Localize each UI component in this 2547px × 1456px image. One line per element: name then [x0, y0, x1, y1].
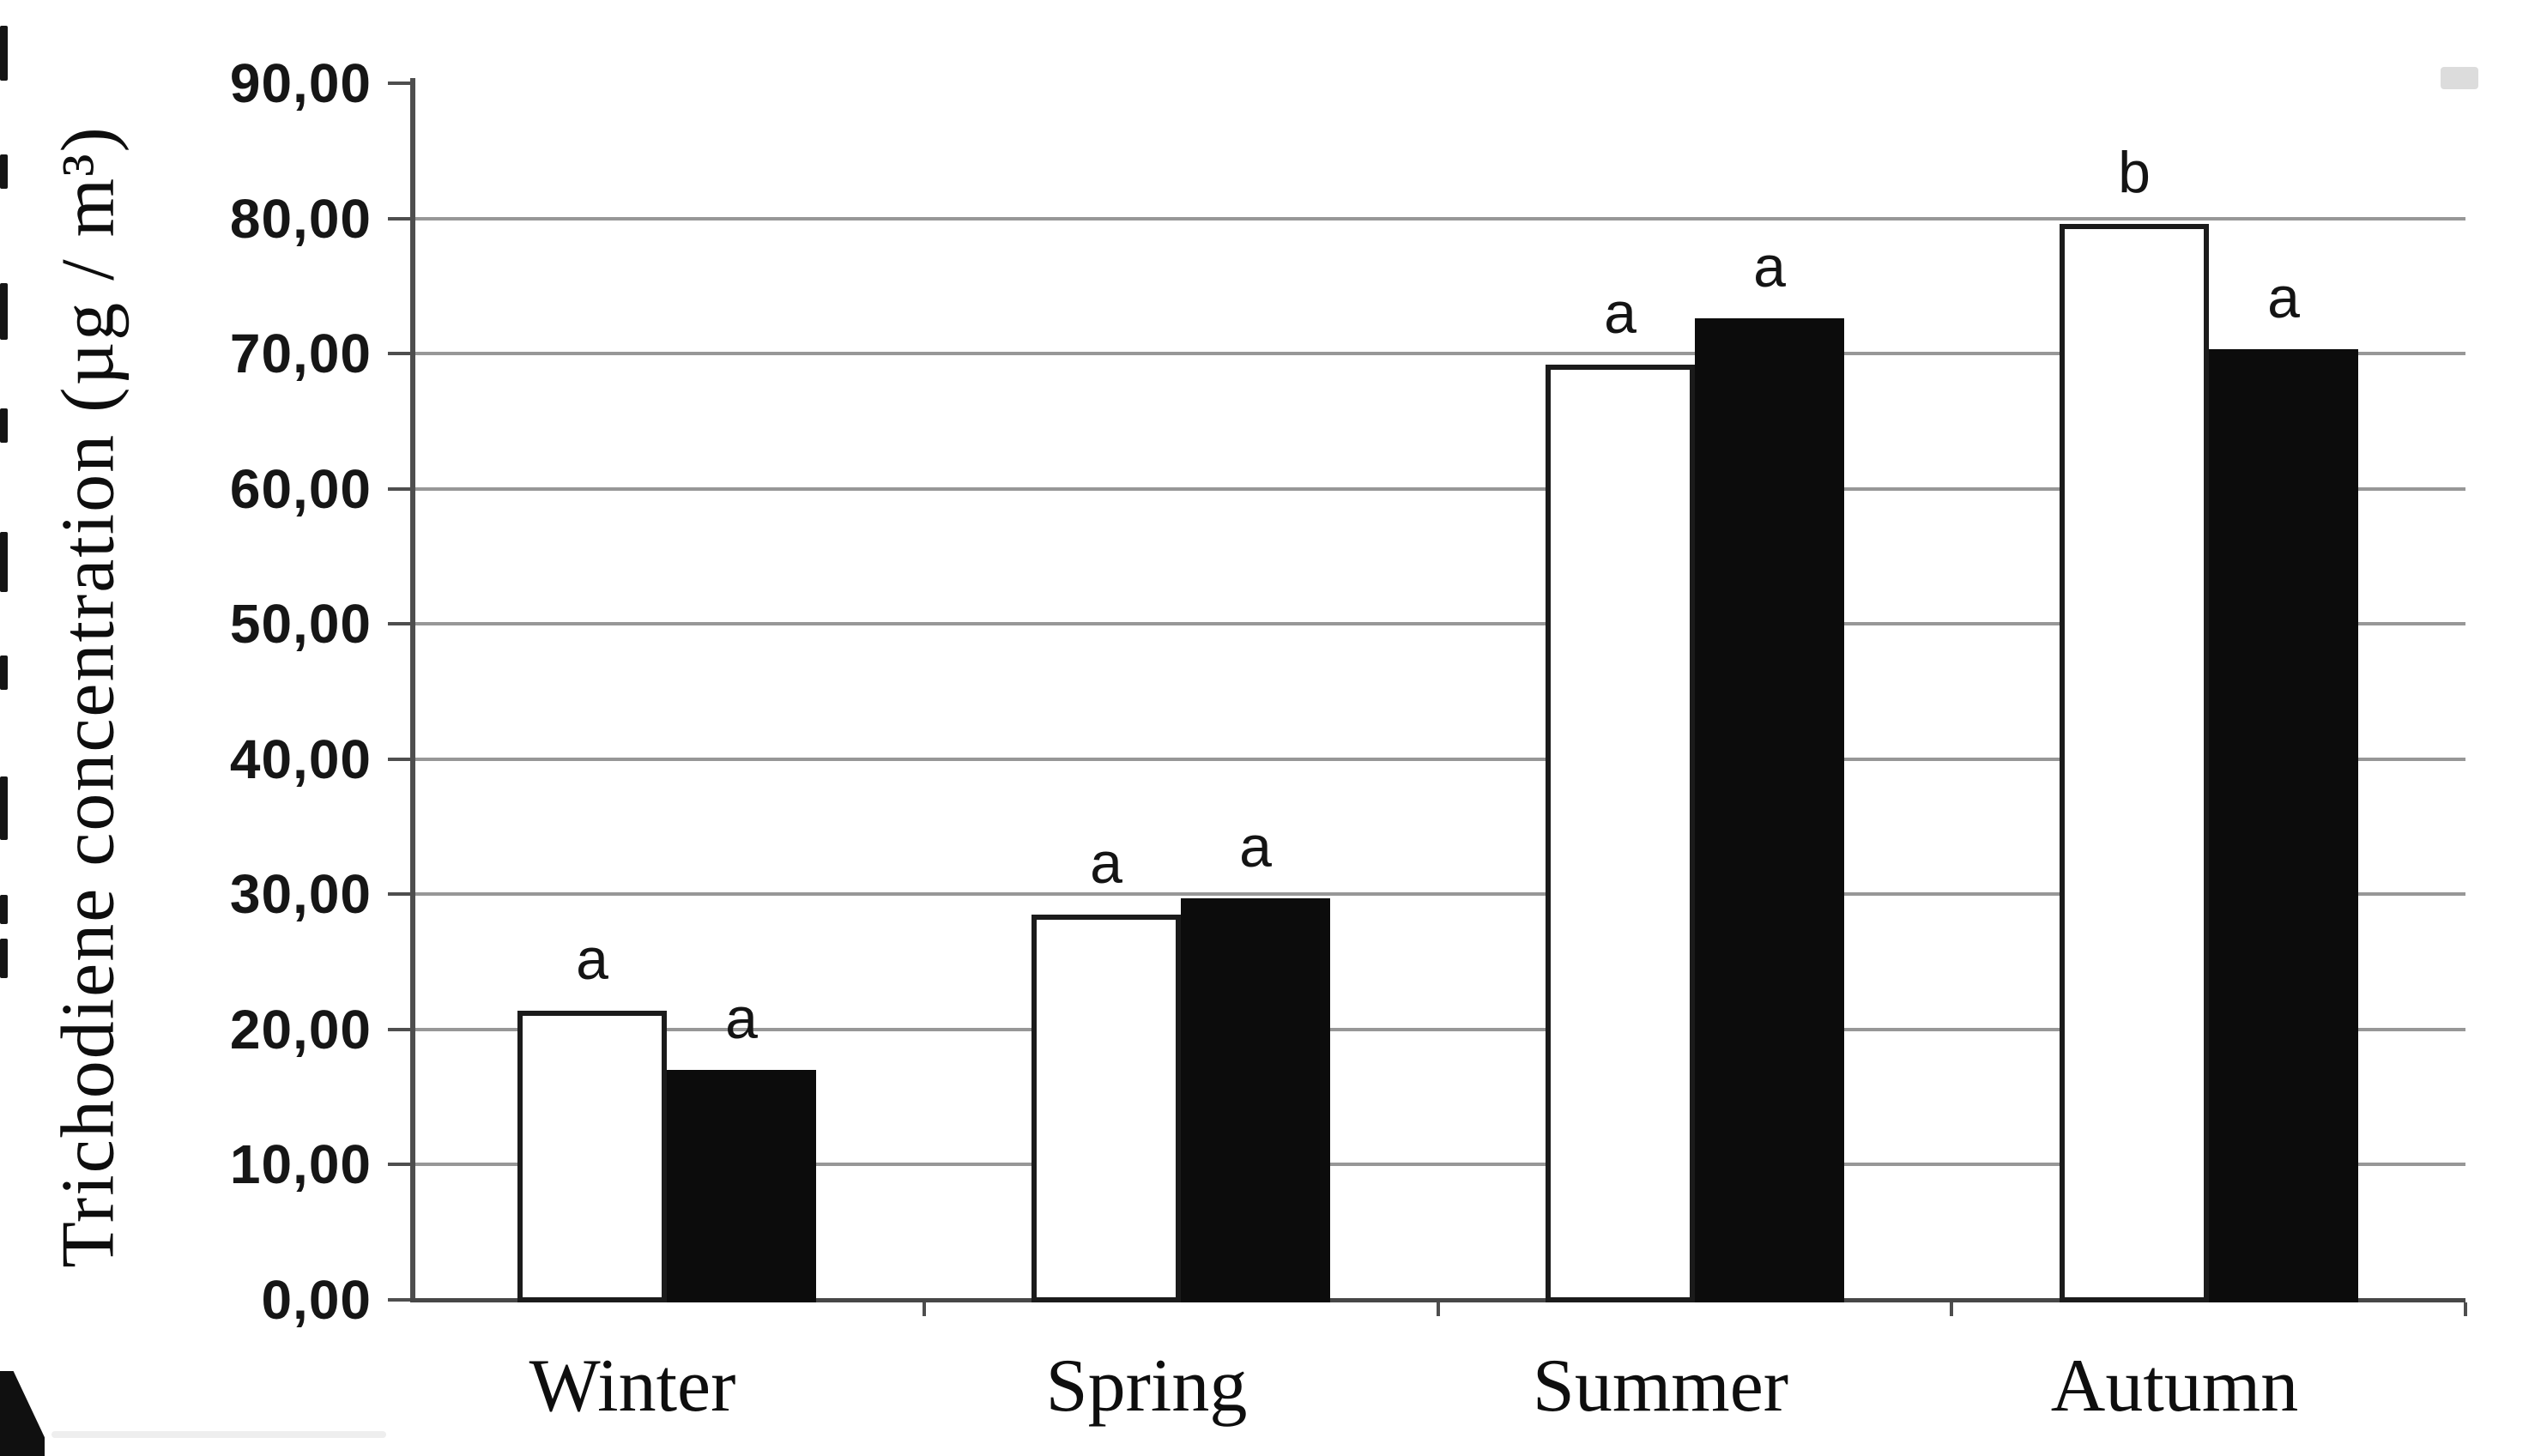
x-category-label-autumn: Autumn [2050, 1344, 2299, 1428]
scan-artifact-dash-3 [0, 408, 8, 443]
x-tick-2 [1437, 1302, 1440, 1316]
y-tick-label-10: 10,00 [229, 1133, 372, 1195]
gridline-20 [410, 1028, 2465, 1031]
y-tick-label-80: 80,00 [229, 188, 372, 250]
annotation-winter-white: a [576, 927, 608, 992]
scan-artifact-corner [0, 1371, 45, 1456]
gridline-80 [410, 217, 2465, 221]
y-tick-80 [388, 217, 411, 221]
y-tick-10 [388, 1163, 411, 1166]
bar-autumn-white [2060, 224, 2209, 1302]
bar-spring-white [1032, 915, 1181, 1302]
bar-autumn-black [2209, 349, 2358, 1302]
y-tick-60 [388, 487, 411, 491]
gridline-30 [410, 892, 2465, 896]
annotation-summer-white: a [1604, 281, 1636, 346]
y-tick-50 [388, 622, 411, 625]
y-tick-label-60: 60,00 [229, 458, 372, 520]
x-category-label-spring: Spring [1045, 1344, 1248, 1428]
x-axis-line [410, 1298, 2465, 1302]
bar-summer-white [1546, 365, 1695, 1302]
bar-winter-white [517, 1011, 667, 1302]
annotation-spring-white: a [1090, 831, 1122, 896]
annotation-autumn-white: b [2118, 140, 2151, 205]
annotation-spring-black: a [1239, 814, 1272, 879]
y-axis-line [410, 78, 415, 1302]
x-tick-4 [2464, 1302, 2467, 1316]
scan-artifact-dash-6 [0, 776, 8, 840]
scan-artifact-dash-1 [0, 154, 8, 189]
x-tick-1 [923, 1302, 926, 1316]
y-tick-label-90: 90,00 [229, 52, 372, 114]
annotation-autumn-black: a [2267, 265, 2300, 330]
x-category-label-winter: Winter [529, 1344, 736, 1428]
scan-artifact-smudge [51, 1431, 386, 1438]
gridline-60 [410, 487, 2465, 491]
scan-artifact-dash-0 [0, 26, 8, 81]
y-tick-label-70: 70,00 [229, 323, 372, 384]
scan-artifact-dash-2 [0, 283, 8, 340]
scan-artifact-dash-4 [0, 532, 8, 592]
y-tick-label-40: 40,00 [229, 728, 372, 790]
y-tick-40 [388, 758, 411, 761]
bar-winter-black [667, 1070, 816, 1302]
y-tick-0 [388, 1298, 411, 1302]
annotation-winter-black: a [725, 986, 758, 1051]
y-tick-label-30: 30,00 [229, 863, 372, 925]
scan-artifact-dash-8 [0, 939, 8, 978]
y-tick-label-0: 0,00 [261, 1269, 372, 1331]
bar-summer-black [1695, 318, 1844, 1302]
y-tick-label-50: 50,00 [229, 593, 372, 655]
y-axis-title: Trichodiene concentration (µg / m³) [46, 125, 130, 1268]
y-tick-20 [388, 1028, 411, 1031]
gridline-40 [410, 758, 2465, 761]
y-tick-70 [388, 352, 411, 355]
bar-spring-black [1181, 898, 1330, 1302]
x-category-label-summer: Summer [1532, 1344, 1789, 1428]
scan-artifact-dash-7 [0, 895, 8, 924]
gridline-70 [410, 352, 2465, 355]
y-tick-90 [388, 82, 411, 85]
annotation-summer-black: a [1753, 234, 1786, 299]
gridline-50 [410, 622, 2465, 625]
y-tick-label-20: 20,00 [229, 999, 372, 1060]
gridline-10 [410, 1163, 2465, 1166]
x-tick-3 [1950, 1302, 1953, 1316]
scan-artifact-dash-5 [0, 656, 8, 690]
scan-artifact-topright [2441, 67, 2478, 89]
y-tick-30 [388, 892, 411, 896]
